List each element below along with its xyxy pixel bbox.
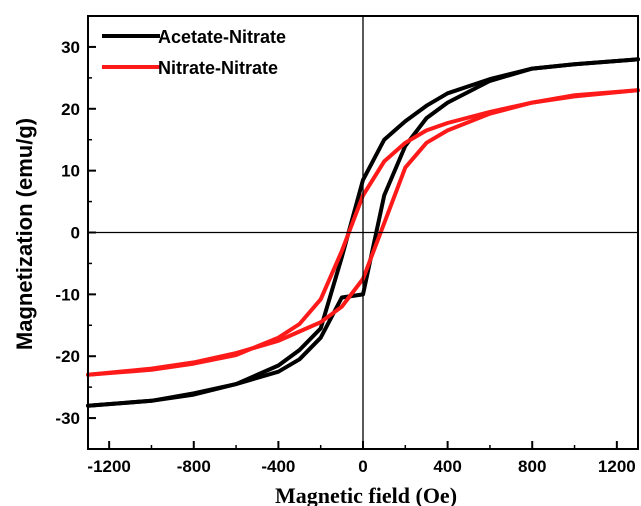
y-axis-title: Magnetization (emu/g) — [12, 118, 37, 350]
y-tick-label: 10 — [61, 162, 80, 181]
y-tick-label: -20 — [55, 347, 80, 366]
legend-label-0: Acetate-Nitrate — [158, 27, 286, 47]
x-tick-label: -800 — [177, 457, 211, 476]
x-tick-label: 400 — [433, 457, 461, 476]
x-tick-label: 1200 — [598, 457, 636, 476]
x-tick-label: 800 — [518, 457, 546, 476]
y-tick-label: 30 — [61, 38, 80, 57]
legend-label-1: Nitrate-Nitrate — [158, 58, 278, 78]
y-tick-label: 20 — [61, 100, 80, 119]
x-tick-label: -400 — [261, 457, 295, 476]
y-tick-label: -10 — [55, 285, 80, 304]
y-tick-label: 0 — [71, 224, 80, 243]
x-tick-label: -1200 — [87, 457, 130, 476]
y-tick-label: -30 — [55, 409, 80, 428]
x-axis-title: Magnetic field (Oe) — [275, 483, 457, 506]
legend: Acetate-Nitrate Nitrate-Nitrate — [102, 27, 286, 78]
x-tick-label: 0 — [358, 457, 367, 476]
